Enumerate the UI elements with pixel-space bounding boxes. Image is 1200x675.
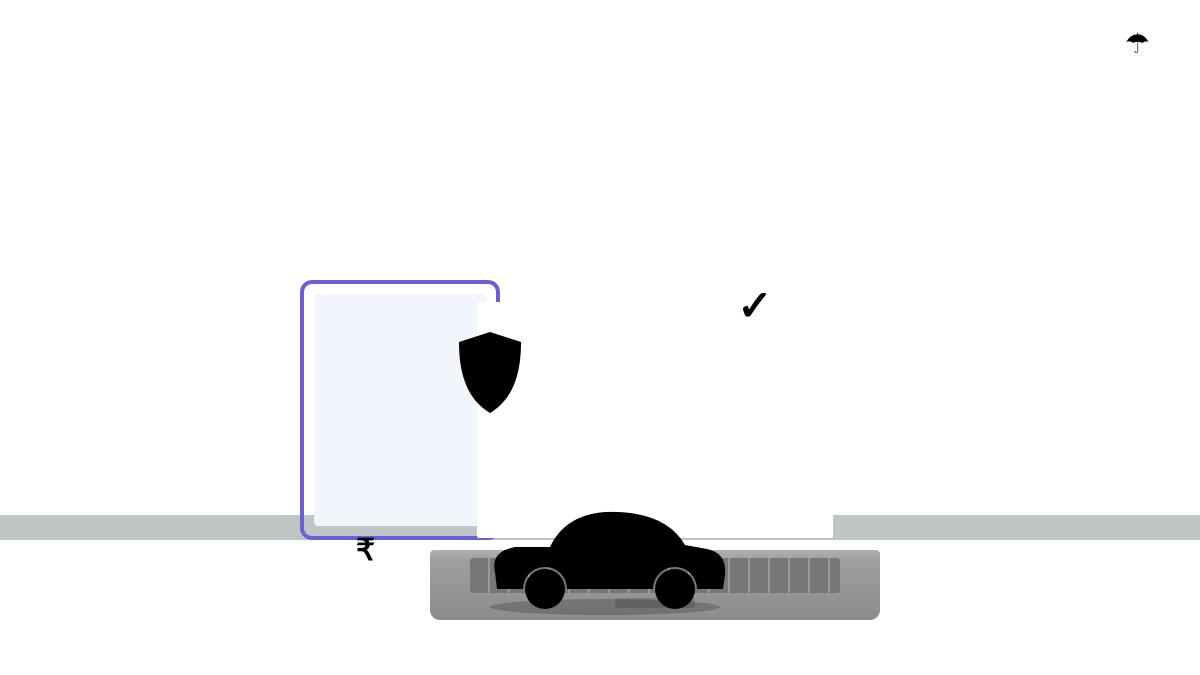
logo-umbrella-icon: ☂ xyxy=(1125,30,1150,58)
coin-pile: ₹ xyxy=(280,440,450,580)
check-icon: ✓ xyxy=(737,281,772,330)
illustration-scene: ✓ ₹ xyxy=(300,170,900,620)
rupee-symbol: ₹ xyxy=(356,533,375,568)
checkmark-badge: ✓ xyxy=(720,270,790,340)
car-icon xyxy=(475,497,735,617)
rupee-coin-icon: ₹ xyxy=(328,513,403,588)
brand-logo: ☂ xyxy=(1125,30,1150,58)
shield-icon xyxy=(455,330,525,415)
